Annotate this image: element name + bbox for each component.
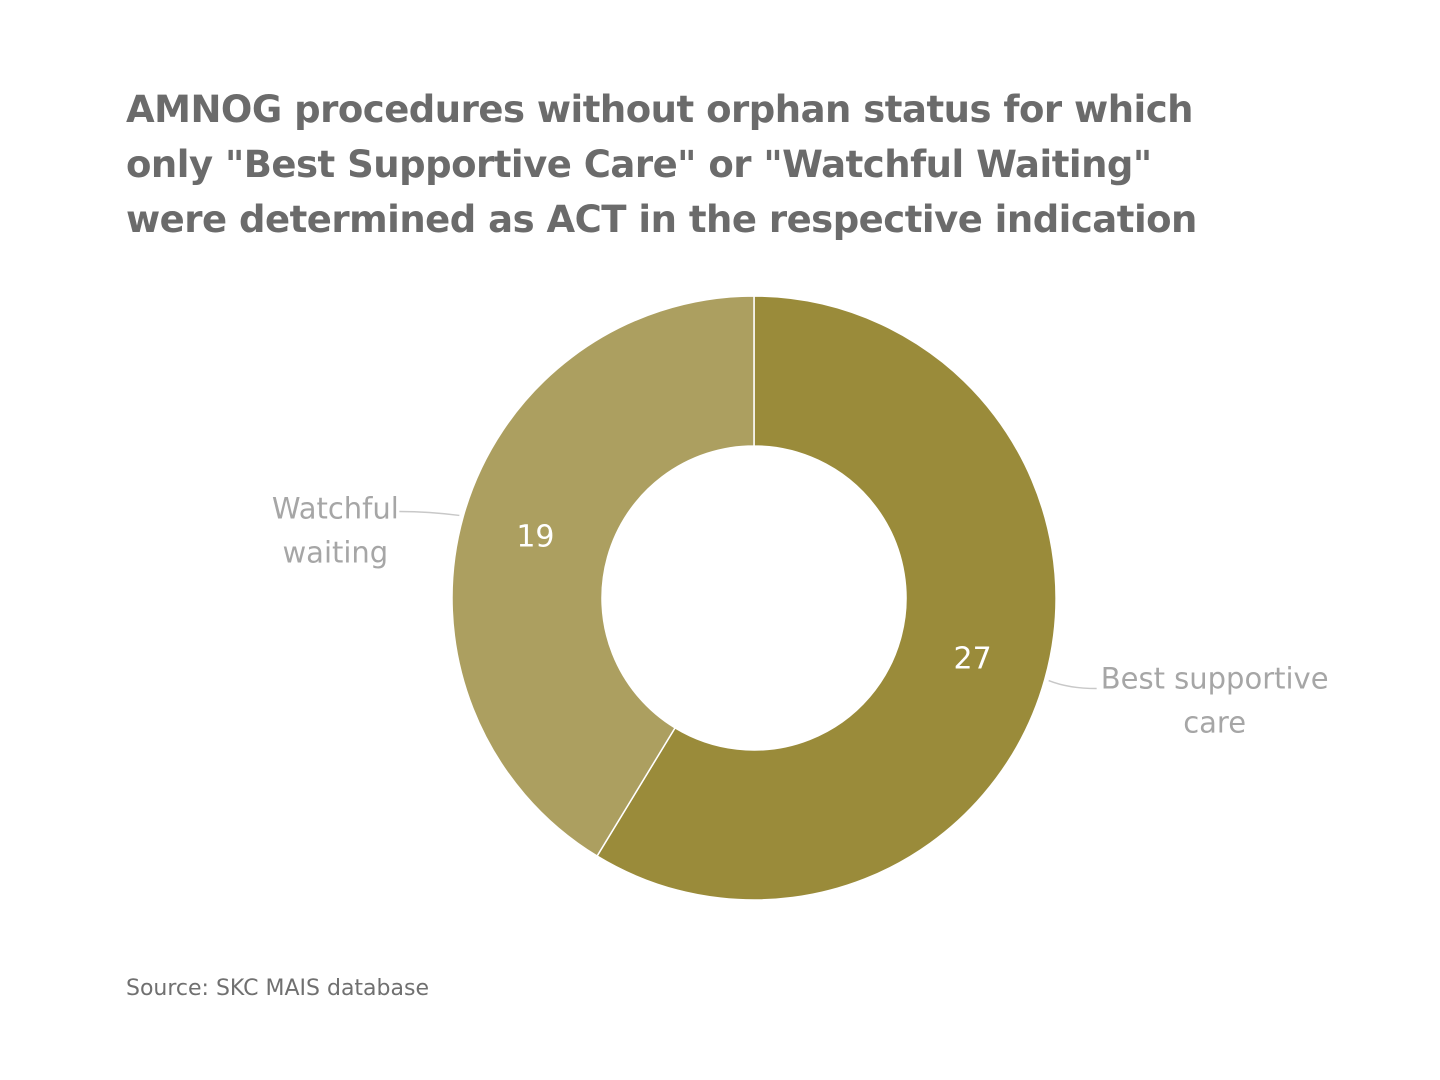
data-labels: 27 19: [516, 519, 991, 676]
slice-best-supportive-care: [596, 295, 1057, 901]
slice-watchful-waiting: [451, 295, 755, 858]
data-label-watchful-waiting: 19: [516, 519, 554, 554]
leader-line-best-supportive-care: [1048, 679, 1097, 690]
leader-line-watchful-waiting: [399, 510, 460, 517]
category-label-watchful-waiting: Watchful waiting: [272, 491, 399, 569]
chart-title: AMNOG procedures without orphan status f…: [126, 88, 1197, 241]
category-labels: Best supportive care Watchful waiting: [272, 491, 1329, 739]
category-label-best-supportive-care: Best supportive care: [1101, 662, 1329, 740]
data-label-best-supportive-care: 27: [953, 642, 991, 677]
source-note: Source: SKC MAIS database: [126, 976, 429, 1001]
donut-slices: [451, 295, 1057, 901]
